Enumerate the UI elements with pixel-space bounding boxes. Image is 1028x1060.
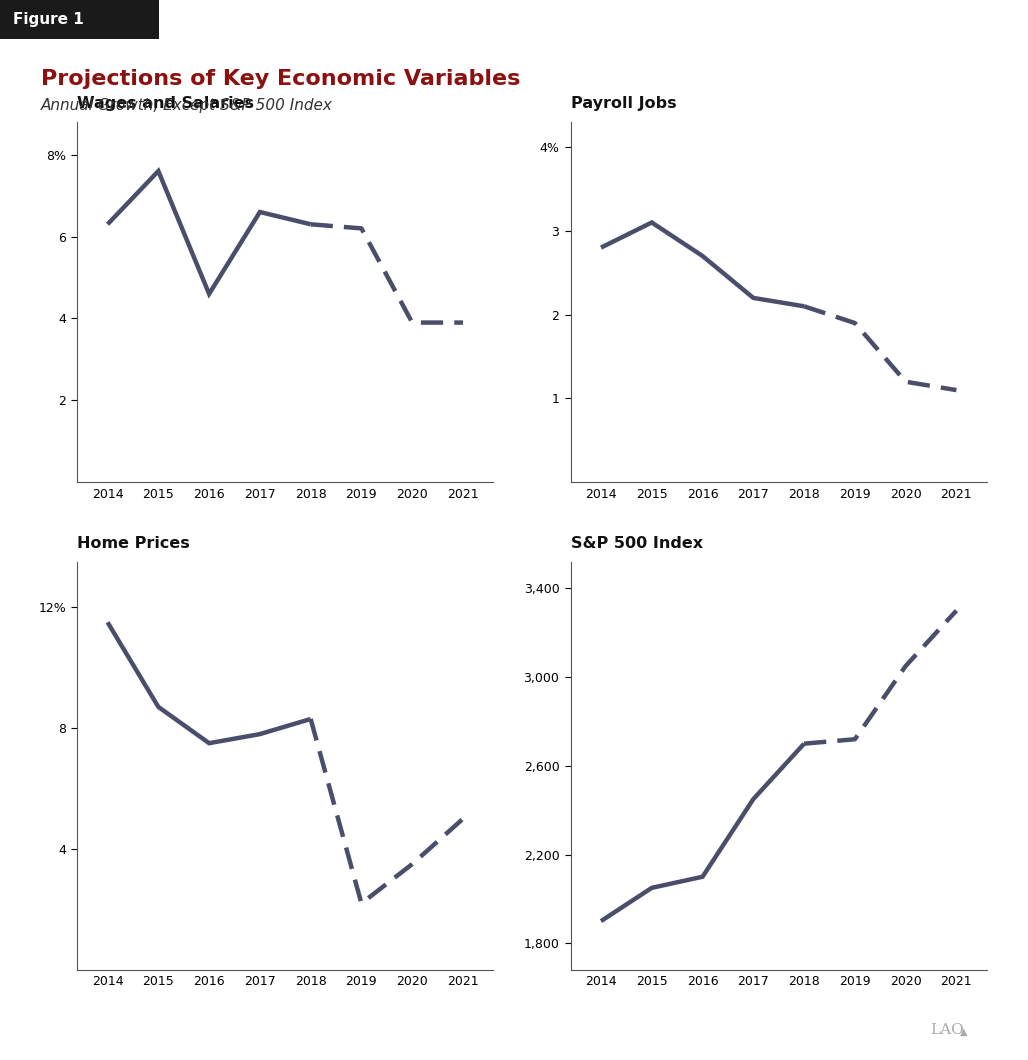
- Text: ▲: ▲: [960, 1027, 967, 1037]
- Text: Home Prices: Home Prices: [77, 536, 190, 551]
- Text: Projections of Key Economic Variables: Projections of Key Economic Variables: [41, 69, 520, 89]
- Text: LAO: LAO: [930, 1023, 964, 1037]
- Text: Annual Growth, Except S&P 500 Index: Annual Growth, Except S&P 500 Index: [41, 98, 333, 112]
- Text: Payroll Jobs: Payroll Jobs: [571, 96, 676, 111]
- Text: S&P 500 Index: S&P 500 Index: [571, 536, 703, 551]
- Text: Wages and Salaries: Wages and Salaries: [77, 96, 254, 111]
- Text: Figure 1: Figure 1: [12, 12, 83, 28]
